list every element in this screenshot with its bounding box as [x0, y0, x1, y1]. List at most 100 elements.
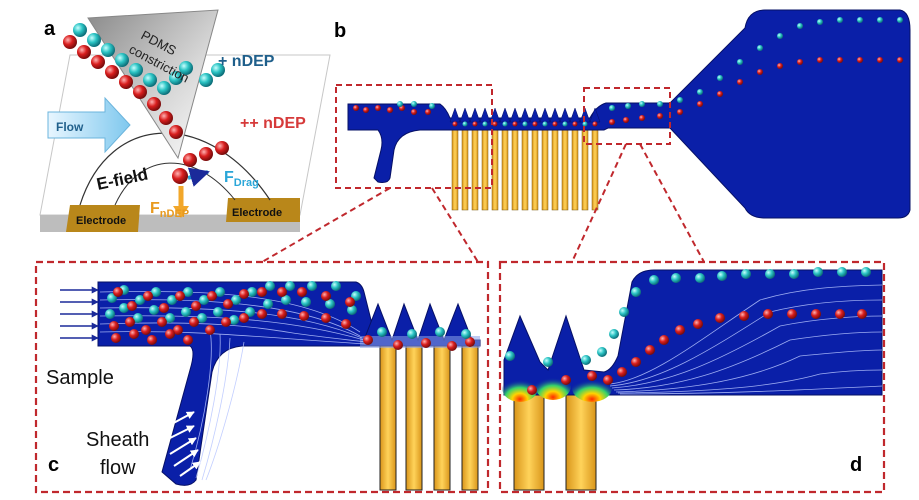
red-particle: [105, 65, 119, 79]
red-particle: [353, 105, 359, 111]
cyan-particle: [817, 19, 823, 25]
cyan-particle: [837, 17, 843, 23]
electrode-right-pad: [226, 198, 300, 222]
cyan-particle: [301, 297, 311, 307]
cyan-particle: [777, 33, 783, 39]
cyan-particle: [631, 287, 641, 297]
cyan-particle: [543, 357, 553, 367]
red-particle: [239, 289, 249, 299]
plusplus-ndep-label: ++ nDEP: [240, 115, 306, 132]
red-particle: [277, 309, 287, 319]
red-particle: [297, 287, 307, 297]
red-particle: [387, 107, 393, 113]
red-particle: [143, 291, 153, 301]
efield-arc-inner: [114, 162, 236, 206]
drag-arrow: [187, 167, 210, 187]
cyan-particle: [737, 59, 743, 65]
cyan-particle: [167, 295, 177, 305]
red-particle: [257, 309, 267, 319]
red-particle: [645, 345, 655, 355]
red-particle: [299, 311, 309, 321]
cyan-particle: [197, 313, 207, 323]
panel-label-d: d: [850, 454, 863, 476]
red-particle: [321, 313, 331, 323]
cyan-particle: [169, 71, 183, 85]
cyan-particle: [377, 327, 387, 337]
red-particle: [631, 357, 641, 367]
panel-d-channel: [503, 269, 883, 396]
red-particle: [175, 291, 185, 301]
red-particle: [777, 63, 783, 69]
sheath-label-line1: Sheath: [86, 429, 149, 451]
panel-label-a: a: [44, 18, 56, 40]
red-particle: [677, 109, 683, 115]
panel-d-heat-1: [502, 374, 538, 402]
cyan-particle: [215, 287, 225, 297]
red-particle: [205, 325, 215, 335]
panel-b-electrode: [451, 119, 459, 211]
panel-b-tooth: [539, 107, 551, 123]
panel-c-frame: [34, 260, 490, 494]
connector-left-1: [261, 187, 391, 263]
cyan-particle: [609, 105, 615, 111]
red-particle: [492, 121, 498, 127]
panel-b-electrode: [551, 119, 559, 211]
connector-right-2: [639, 143, 705, 263]
red-particle: [837, 57, 843, 63]
panel-c-electrode-2: [405, 345, 423, 491]
panel-b-tooth: [519, 107, 531, 123]
cyan-particle: [397, 101, 403, 107]
red-particle: [757, 69, 763, 75]
cyan-particle: [619, 307, 629, 317]
panel-b-electrode: [541, 119, 549, 211]
red-particle: [715, 313, 725, 323]
cyan-particle: [133, 313, 143, 323]
panel-b-electrode: [561, 119, 569, 211]
panel-b-simulation: [261, 9, 911, 263]
panel-b-electrode: [591, 119, 599, 211]
cyan-particle: [265, 281, 275, 291]
fndep-label: FnDEP: [150, 200, 189, 220]
cyan-particle: [609, 329, 619, 339]
cyan-particle: [101, 43, 115, 57]
cyan-particle: [542, 121, 548, 127]
cyan-particle: [857, 17, 863, 23]
electrode-right-label: Electrode: [232, 207, 282, 219]
fdrag-label: FDrag: [224, 169, 259, 189]
red-particle: [141, 325, 151, 335]
red-particle: [737, 79, 743, 85]
red-particle: [561, 375, 571, 385]
red-particle: [191, 301, 201, 311]
panel-b-electrode: [521, 119, 529, 211]
panel-b-tooth: [559, 107, 571, 123]
red-particle: [363, 107, 369, 113]
red-particle: [127, 301, 137, 311]
cyan-particle: [897, 17, 903, 23]
panel-c-sheath-arrows: [165, 411, 201, 477]
red-particle: [512, 121, 518, 127]
cyan-particle: [677, 97, 683, 103]
panel-b-electrode: [481, 119, 489, 211]
cyan-particle: [505, 351, 515, 361]
red-particle: [552, 121, 558, 127]
red-particle: [165, 329, 175, 339]
red-particle: [739, 311, 749, 321]
red-particle: [119, 75, 133, 89]
panel-b-electrode: [471, 119, 479, 211]
panel-b-electrodes: [451, 119, 599, 211]
panel-b-tooth: [529, 107, 541, 123]
panel-b-tooth: [469, 107, 481, 123]
cyan-particle: [281, 295, 291, 305]
cyan-particle: [157, 81, 171, 95]
cyan-particle: [213, 307, 223, 317]
cyan-particle: [797, 23, 803, 29]
panel-b-electrode: [511, 119, 519, 211]
red-particle: [159, 111, 173, 125]
panel-b-tooth: [509, 107, 521, 123]
red-particle: [257, 287, 267, 297]
cyan-particle: [429, 103, 435, 109]
red-particle: [797, 59, 803, 65]
red-particle: [693, 319, 703, 329]
red-particle: [345, 297, 355, 307]
panel-b-zoom-box-left: [335, 84, 493, 189]
